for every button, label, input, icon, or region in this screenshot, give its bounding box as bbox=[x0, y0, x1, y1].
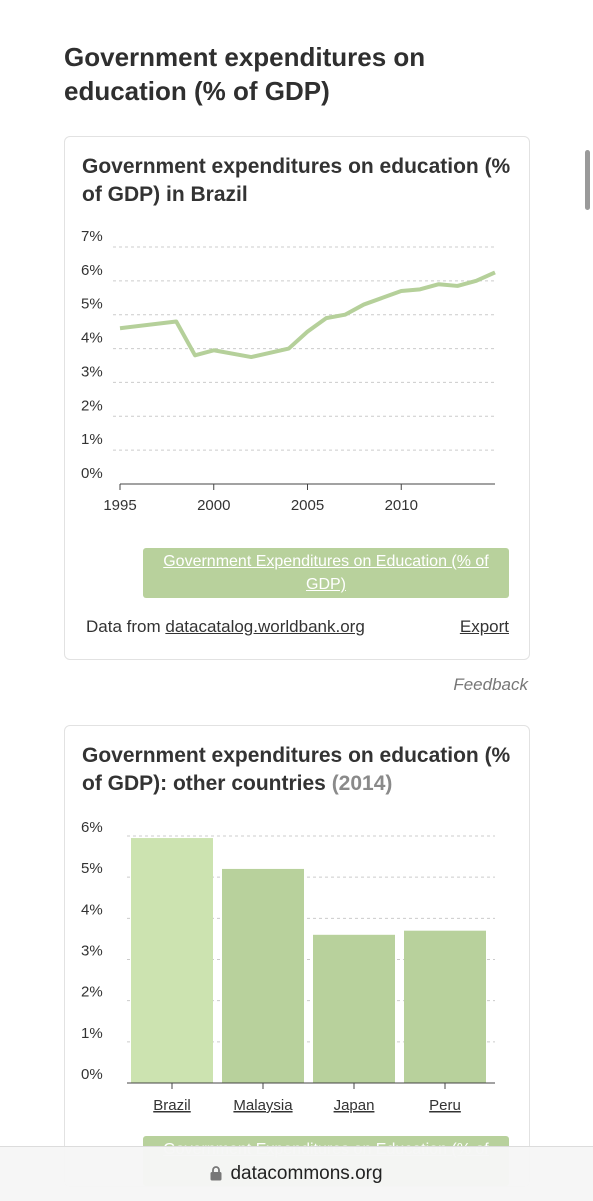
y-tick-label: 3% bbox=[81, 943, 103, 960]
y-tick-label: 4% bbox=[81, 330, 103, 347]
x-tick-label: 2010 bbox=[385, 497, 418, 514]
lock-icon bbox=[210, 1165, 222, 1187]
line-chart: 0% 1% 2% 3% 4% 5% 6% 7% 1995 2000 2005 2010 bbox=[81, 228, 496, 514]
y-tick-label: 0% bbox=[81, 1066, 103, 1083]
x-tick-label: Brazil bbox=[153, 1097, 191, 1114]
bar bbox=[313, 934, 395, 1083]
x-tick-label: Japan bbox=[334, 1097, 375, 1114]
y-tick-label: 3% bbox=[81, 363, 103, 380]
x-tick-label: 1995 bbox=[103, 497, 136, 514]
scrollbar[interactable] bbox=[585, 150, 590, 210]
source-link[interactable]: datacatalog.worldbank.org bbox=[165, 617, 365, 636]
y-tick-label: 0% bbox=[81, 465, 103, 482]
url-text: datacommons.org bbox=[230, 1163, 383, 1184]
legend-item[interactable]: Government Expenditures on Education (% … bbox=[143, 548, 509, 598]
countries-chart-card: Government expenditures on education (% … bbox=[64, 725, 530, 1187]
bar bbox=[404, 930, 486, 1083]
card-title-year: (2014) bbox=[331, 772, 393, 795]
source-attribution: Data from datacatalog.worldbank.org bbox=[86, 617, 365, 637]
y-tick-label: 6% bbox=[81, 262, 103, 279]
series-line bbox=[119, 270, 496, 360]
x-tick-label: Peru bbox=[429, 1097, 461, 1114]
y-tick-label: 2% bbox=[81, 397, 103, 414]
bar-chart: 0% 1% 2% 3% 4% 5% 6% Brazil Malaysia Japan Peru bbox=[81, 819, 495, 1114]
export-link[interactable]: Export bbox=[459, 617, 509, 636]
feedback-link[interactable]: Feedback bbox=[453, 675, 528, 694]
bar bbox=[222, 868, 304, 1083]
x-tick-label: 2005 bbox=[291, 497, 324, 514]
source-prefix: Data from bbox=[86, 617, 166, 636]
bar bbox=[131, 838, 213, 1083]
y-tick-label: 7% bbox=[81, 228, 103, 245]
brazil-chart-card: Government expenditures on education (% … bbox=[64, 136, 530, 660]
y-tick-label: 1% bbox=[81, 431, 103, 448]
browser-address-bar[interactable]: datacommons.org bbox=[0, 1146, 593, 1201]
card-title-main: Government expenditures on education (% … bbox=[82, 744, 511, 795]
y-tick-label: 1% bbox=[81, 1025, 103, 1042]
y-tick-label: 5% bbox=[81, 296, 103, 313]
card-title: Government expenditures on education (% … bbox=[82, 742, 522, 798]
y-tick-label: 5% bbox=[81, 860, 103, 877]
page-title: Government expenditures on education (% … bbox=[64, 42, 426, 106]
x-tick-label: Malaysia bbox=[233, 1097, 293, 1114]
y-tick-label: 2% bbox=[81, 984, 103, 1001]
card-title: Government expenditures on education (% … bbox=[82, 155, 511, 206]
y-tick-label: 6% bbox=[81, 819, 103, 836]
x-tick-label: 2000 bbox=[197, 497, 230, 514]
y-tick-label: 4% bbox=[81, 901, 103, 918]
